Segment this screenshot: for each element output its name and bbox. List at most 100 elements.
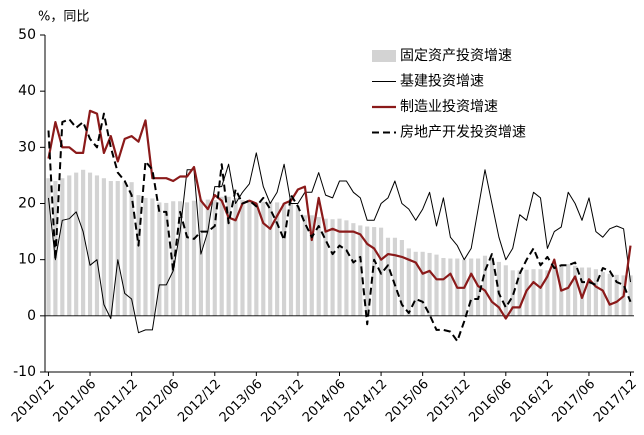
bar — [275, 202, 280, 316]
bar — [87, 172, 93, 316]
bar — [427, 252, 432, 316]
bar — [67, 175, 72, 316]
x-tick-label: 2016/12 — [508, 377, 557, 426]
y-axis-label: %，同比 — [38, 10, 89, 25]
bar — [593, 269, 598, 316]
bar — [281, 202, 287, 316]
bar — [531, 269, 536, 316]
bar — [247, 201, 252, 316]
bar — [316, 216, 321, 316]
bar — [101, 178, 106, 316]
x-tick-label: 2011/06 — [51, 377, 100, 426]
y-tick-label: 0 — [27, 308, 36, 324]
x-tick-label: 2014/12 — [342, 377, 391, 426]
bar — [205, 199, 210, 316]
bar — [178, 201, 183, 316]
bar — [309, 215, 314, 316]
y-tick-label: 40 — [18, 83, 36, 99]
bar — [434, 254, 439, 316]
bar — [233, 197, 238, 316]
bar — [628, 275, 633, 316]
x-tick-label: 2011/12 — [92, 377, 141, 426]
bar — [219, 196, 224, 316]
bar — [240, 200, 245, 316]
bar — [600, 272, 605, 316]
bar — [448, 258, 453, 316]
bar — [295, 205, 301, 316]
bar — [115, 181, 120, 316]
y-tick-label: 30 — [18, 139, 36, 155]
legend-label: 基建投资增速 — [400, 73, 484, 90]
bar — [420, 251, 425, 316]
bar — [261, 201, 266, 316]
y-tick-label: 20 — [18, 196, 36, 212]
x-tick-label: 2015/12 — [425, 377, 474, 426]
x-tick-label: 2017/12 — [591, 377, 640, 426]
bar — [399, 240, 404, 316]
bar — [344, 220, 349, 316]
y-tick-label: 50 — [18, 27, 36, 43]
bar — [81, 169, 86, 316]
bar — [351, 223, 356, 316]
line-series — [48, 152, 631, 334]
x-tick-label: 2014/06 — [300, 377, 349, 426]
bar — [60, 178, 65, 316]
bar — [607, 273, 612, 316]
bar — [46, 178, 51, 316]
bar — [191, 200, 197, 316]
bar — [365, 226, 370, 316]
bar — [392, 237, 398, 316]
bar — [552, 265, 557, 316]
bar — [198, 199, 203, 316]
bar — [489, 256, 495, 316]
bar — [108, 181, 113, 316]
bar — [573, 265, 578, 316]
bar — [323, 218, 328, 316]
bar — [482, 255, 488, 316]
legend-label: 房地产开发投资增速 — [400, 125, 526, 141]
bar — [157, 202, 162, 316]
x-tick-label: 2013/06 — [217, 377, 266, 426]
bar — [143, 197, 148, 316]
bar — [372, 227, 377, 316]
x-tick-label: 2012/12 — [175, 377, 224, 426]
bar — [441, 257, 446, 316]
bar — [212, 200, 217, 316]
bar — [136, 195, 141, 316]
bar — [385, 237, 391, 316]
legend-swatch — [372, 50, 396, 62]
bar — [406, 248, 411, 316]
bar — [171, 201, 176, 316]
bar — [53, 181, 58, 316]
bar — [129, 182, 134, 316]
bar — [566, 264, 571, 316]
bar — [413, 251, 418, 316]
bar — [254, 202, 259, 316]
bar — [122, 182, 127, 316]
legend-label: 制造业投资增速 — [400, 99, 498, 115]
x-tick-label: 2010/12 — [9, 377, 58, 426]
bar — [469, 258, 474, 316]
bar — [94, 175, 100, 316]
bar — [164, 202, 169, 316]
line-series — [47, 109, 632, 320]
bar — [614, 274, 619, 316]
x-tick-label: 2015/06 — [383, 377, 432, 426]
x-tick-label: 2013/12 — [258, 377, 307, 426]
bar — [150, 198, 155, 316]
bar — [302, 215, 307, 316]
legend-label: 固定资产投资增速 — [400, 48, 512, 64]
bar — [330, 219, 335, 316]
bar — [74, 172, 79, 316]
bar — [337, 218, 342, 316]
bar — [358, 225, 363, 316]
bar — [503, 265, 508, 316]
bar — [268, 201, 273, 316]
bar — [226, 196, 231, 316]
x-tick-label: 2012/06 — [134, 377, 183, 426]
bar — [579, 267, 585, 316]
y-tick-label: 10 — [18, 252, 36, 268]
line-series — [47, 112, 632, 343]
x-tick-label: 2016/06 — [466, 377, 515, 426]
